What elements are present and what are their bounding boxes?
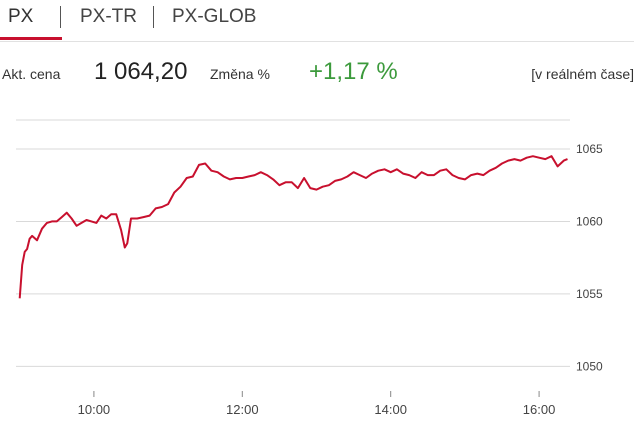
- change-label: Změna %: [210, 66, 270, 82]
- index-tabs: PX PX-TR PX-GLOB: [0, 0, 634, 42]
- tab-separator: [153, 6, 154, 28]
- y-tick-label: 1065: [576, 142, 603, 156]
- price-value: 1 064,20: [94, 58, 188, 85]
- x-tick-label: 10:00: [78, 402, 111, 417]
- y-tick-label: 1050: [576, 359, 603, 373]
- y-tick-label: 1060: [576, 214, 603, 228]
- x-tick-label: 12:00: [226, 402, 259, 417]
- x-tick-label: 14:00: [374, 402, 407, 417]
- realtime-label[interactable]: [v reálném čase]: [531, 66, 634, 82]
- change-value: +1,17 %: [309, 58, 398, 85]
- price-label: Akt. cena: [2, 66, 61, 82]
- x-tick-label: 16:00: [523, 402, 556, 417]
- price-series-line: [18, 155, 568, 299]
- quote-bar: Akt. cena 1 064,20 Změna % +1,17 % [v re…: [0, 56, 634, 90]
- tab-px-tr[interactable]: PX-TR: [80, 6, 137, 27]
- price-chart: 1050 1055 1060 1065 10:00 12:00 14:00 16:00: [16, 119, 603, 417]
- y-tick-label: 1055: [576, 287, 603, 301]
- tab-separator: [60, 6, 61, 28]
- tab-px-glob[interactable]: PX-GLOB: [172, 6, 257, 27]
- active-tab-underline: [0, 37, 62, 40]
- tab-px[interactable]: PX: [8, 6, 34, 27]
